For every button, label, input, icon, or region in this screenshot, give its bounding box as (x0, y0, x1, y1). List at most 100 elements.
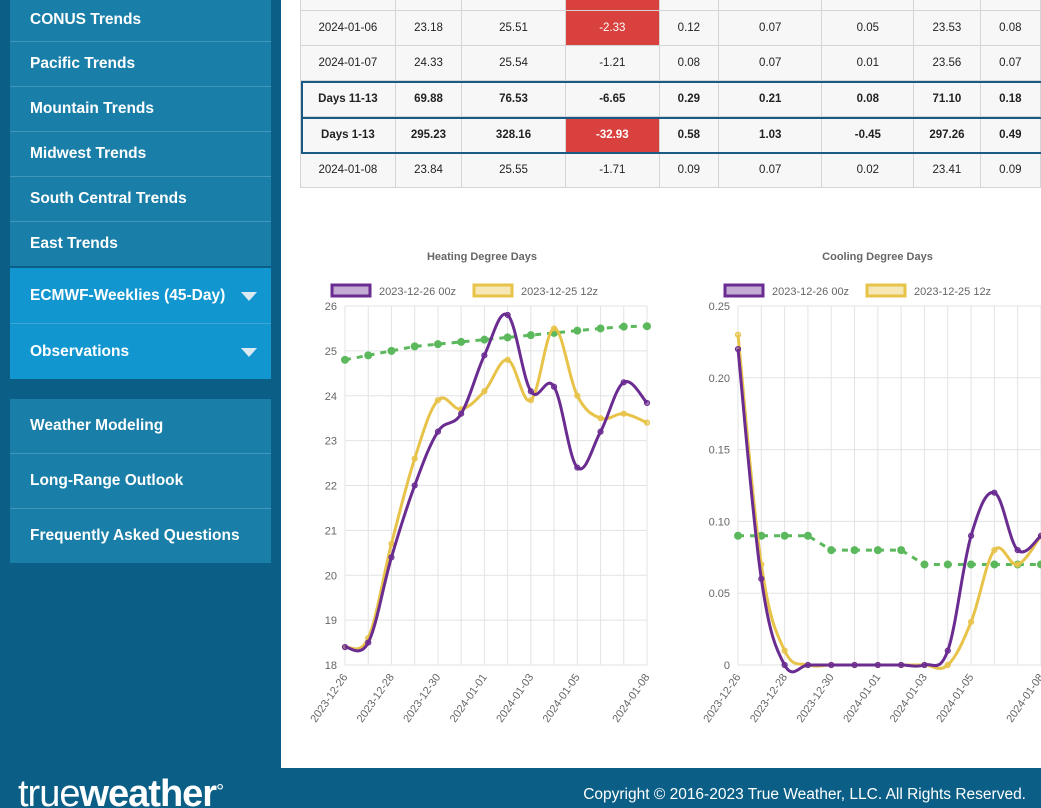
sidebar-item-mountain-trends[interactable]: Mountain Trends (10, 87, 271, 132)
x-tick-label: 2023-12-28 (748, 672, 790, 725)
sidebar-item-long-range-outlook[interactable]: Long-Range Outlook (10, 454, 271, 509)
legend-swatch (472, 283, 514, 298)
sidebar-item-observations[interactable]: Observations (10, 324, 271, 379)
data-point (991, 547, 998, 554)
data-point (780, 531, 789, 540)
sidebar-item-label: CONUS Trends (30, 10, 142, 28)
sidebar-item-midwest-trends[interactable]: Midwest Trends (10, 132, 271, 177)
x-tick-label: 2024-01-01 (841, 672, 883, 725)
data-point (734, 345, 742, 353)
data-point (387, 346, 396, 355)
data-point (990, 560, 999, 569)
data-point (873, 546, 882, 555)
table-cell: 23.41 (913, 152, 981, 188)
table-cell: -32.93 (564, 116, 660, 153)
table-cell: Days 1-13 (300, 116, 396, 153)
data-point (434, 397, 442, 404)
table-cell (718, 0, 823, 11)
table-cell: 0.12 (658, 10, 720, 46)
data-point (643, 419, 651, 426)
y-tick-label: 19 (325, 615, 337, 627)
data-point (619, 322, 628, 331)
data-point (504, 311, 511, 319)
table-cell: 0.09 (658, 152, 720, 188)
legend-label: 2023-12-26 00z (772, 286, 849, 298)
data-point (550, 325, 558, 332)
sidebar-item-label: Mountain Trends (30, 100, 154, 117)
data-point (481, 352, 488, 359)
table-row: 2024-01-07 24.33 25.54 -1.21 0.08 0.07 0.01 23.… (300, 45, 1041, 81)
table-cell: 0.05 (821, 10, 915, 46)
table-cell (658, 0, 720, 11)
data-point (1037, 560, 1041, 569)
true-weather-logo[interactable]: trueweather° (18, 773, 224, 808)
logo-thick-text: weather (79, 773, 217, 808)
sidebar-item-faq[interactable]: Frequently Asked Questions (10, 509, 271, 563)
table-cell: 0.08 (658, 45, 720, 81)
legend-label: 2023-12-26 00z (379, 286, 456, 298)
table-cell: 0.02 (821, 152, 915, 188)
sidebar-item-weather-modeling[interactable]: Weather Modeling (10, 399, 271, 454)
table-cell: 69.88 (394, 80, 463, 117)
data-point (781, 661, 788, 669)
data-point (433, 340, 442, 349)
series-line (344, 326, 648, 651)
sidebar-item-label: Frequently Asked Questions (30, 527, 240, 544)
table-row: 2024-01-06 23.18 25.51 -2.33 0.12 0.07 0.05 23.… (300, 10, 1041, 46)
table-cell: 23.53 (913, 10, 981, 46)
sidebar-item-pacific-trends[interactable]: Pacific Trends (10, 42, 271, 87)
data-point (527, 388, 534, 395)
data-point (643, 322, 651, 331)
x-tick-label: 2024-01-05 (541, 672, 583, 725)
data-point (991, 489, 998, 496)
chevron-down-icon (241, 291, 257, 301)
table-cell (979, 0, 1041, 11)
data-point (944, 647, 951, 654)
sidebar-item-east-trends[interactable]: East Trends (10, 222, 271, 266)
data-point (758, 575, 765, 582)
sidebar-item-label: Midwest Trends (30, 145, 147, 162)
data-point (620, 379, 627, 386)
y-tick-label: 24 (325, 391, 337, 403)
table-cell: 23.84 (394, 152, 463, 188)
table-cell: 295.23 (394, 116, 463, 153)
copyright-text: Copyright © 2016-2023 True Weather, LLC.… (583, 786, 1026, 803)
legend-swatch (865, 283, 907, 298)
y-tick-label: 25 (325, 346, 337, 358)
sidebar: CONUS Trends Pacific Trends Mountain Tre… (0, 0, 281, 768)
table-cell: 0.21 (718, 80, 823, 117)
data-point (364, 351, 373, 360)
data-point (828, 661, 835, 669)
table-cell: 0.49 (979, 116, 1041, 153)
y-tick-label: 20 (325, 570, 337, 582)
data-point (573, 326, 582, 335)
sidebar-item-label: Weather Modeling (30, 417, 164, 434)
sidebar-item-label: Long-Range Outlook (30, 472, 184, 489)
data-point (943, 560, 952, 569)
sidebar-item-south-central-trends[interactable]: South Central Trends (10, 177, 271, 222)
data-point (458, 410, 465, 417)
sidebar-item-conus-trends[interactable]: CONUS Trends (10, 0, 271, 42)
data-point (504, 356, 511, 363)
table-cell: -6.65 (564, 80, 660, 117)
y-tick-label: 0.10 (709, 516, 730, 528)
table-row (300, 0, 1041, 11)
table-cell: 0.07 (979, 45, 1041, 81)
table-cell: 0.08 (979, 10, 1041, 46)
data-point (481, 388, 488, 395)
data-point (851, 661, 858, 669)
table-cell: 24.33 (394, 45, 463, 81)
table-cell: -1.21 (564, 45, 660, 81)
table-cell: 2024-01-07 (300, 45, 396, 81)
data-point (574, 464, 581, 471)
x-tick-label: 2023-12-30 (795, 672, 837, 725)
data-point (803, 531, 812, 540)
x-tick-label: 2023-12-28 (355, 672, 397, 725)
table-cell: 0.08 (821, 80, 915, 117)
data-point (643, 399, 651, 407)
sidebar-item-ecmwf-weeklies[interactable]: ECMWF-Weeklies (45-Day) (10, 268, 271, 324)
data-point (365, 639, 372, 646)
chevron-down-icon (241, 347, 257, 357)
data-point (411, 482, 418, 489)
table-cell: 23.56 (913, 45, 981, 81)
